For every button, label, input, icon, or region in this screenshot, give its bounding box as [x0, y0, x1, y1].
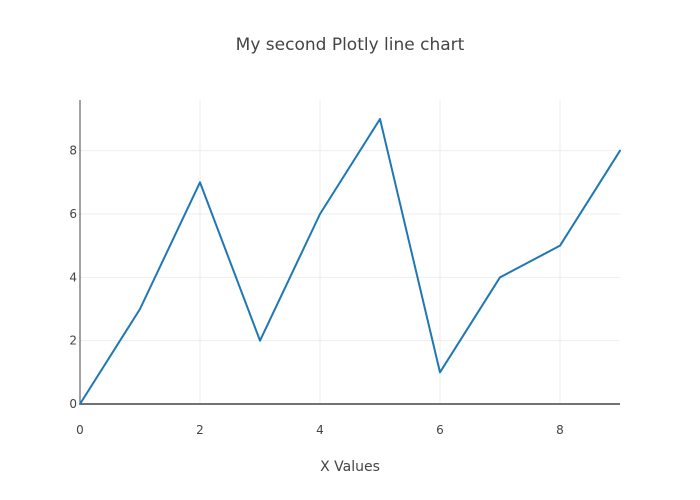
x-axis-title: X Values: [320, 459, 380, 475]
y-tick-label-8: 8: [69, 144, 77, 158]
y-tick-label-2: 2: [69, 334, 77, 348]
series-line-0: [79, 118, 621, 405]
ticks-layer: 0 2 4 6 8 0 2 4 6 8: [69, 144, 563, 437]
x-tick-label-4: 4: [316, 423, 324, 437]
x-tick-label-0: 0: [76, 423, 84, 437]
series-layer: [79, 118, 621, 405]
x-tick-label-6: 6: [436, 423, 444, 437]
axes-layer: [79, 100, 620, 405]
y-tick-label-0: 0: [69, 397, 77, 411]
grid-layer: [80, 100, 620, 404]
y-tick-label-6: 6: [69, 207, 77, 221]
x-tick-label-2: 2: [196, 423, 204, 437]
y-tick-label-4: 4: [69, 270, 77, 284]
x-tick-label-8: 8: [556, 423, 564, 437]
chart-title: My second Plotly line chart: [236, 35, 465, 55]
